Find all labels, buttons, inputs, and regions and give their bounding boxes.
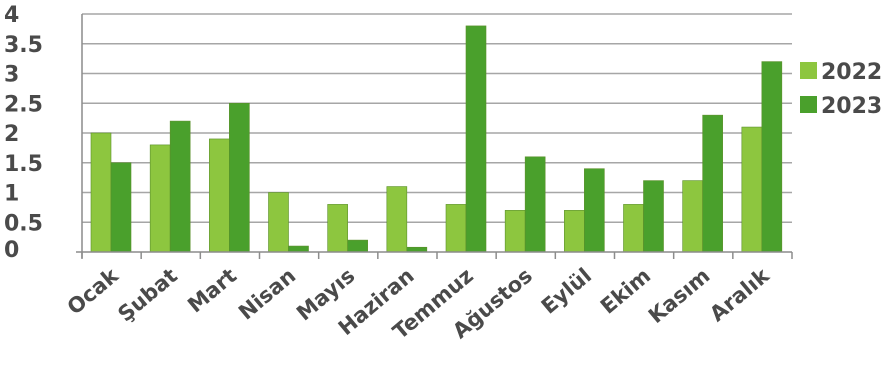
legend-label: 2022 [821,60,882,85]
bar-2022-2 [209,138,230,253]
bar-2022-0 [90,132,112,253]
bar-2023-2 [229,102,250,253]
x-tick-label: Ocak [63,263,124,320]
axes [76,14,793,259]
y-tick-label: 1.5 [4,152,43,177]
bar-2022-5 [386,186,408,253]
legend-swatch [800,96,817,113]
y-tick-label: 3.5 [4,33,43,58]
legend-swatch [800,62,817,79]
y-tick-label: 1 [4,182,19,207]
bar-2023-11 [761,61,783,253]
y-tick-label: 4 [4,3,19,28]
bar-2023-1 [169,120,191,253]
bar-2022-6 [445,204,467,253]
y-tick-label: 0 [4,238,19,263]
legend-label: 2023 [821,94,882,119]
bar-2023-4 [347,239,368,253]
bar-2022-3 [268,192,289,253]
x-tick-label: Nisan [234,263,300,324]
bar-2022-11 [741,126,763,253]
bar-2022-4 [327,204,348,253]
bar-2023-8 [584,168,605,253]
bar-2022-1 [149,144,171,253]
y-tick-label: 2.5 [4,92,43,117]
bar-2022-7 [504,210,526,253]
y-tick-label: 0.5 [4,211,43,236]
bar-2022-8 [564,210,585,253]
y-tick-label: 3 [4,63,19,88]
gridlines [82,13,792,223]
y-tick-label: 2 [4,122,19,147]
bar-2023-3 [288,245,309,253]
bar-2022-10 [682,180,703,253]
bar-2023-7 [524,156,546,253]
bar-2023-9 [643,180,664,253]
x-tick-label: Aralık [705,263,774,326]
bar-2023-0 [110,162,132,253]
bar-2022-9 [623,204,644,253]
y-tick-labels: 00.5 1 1.5 2 2.5 3 3.5 4 [4,3,43,263]
bar-2023-6 [465,25,487,253]
x-tick-label: Şubat [113,263,182,326]
x-tick-label: Mart [183,263,241,317]
bar-2023-10 [702,114,723,253]
x-tick-label: Kasım [644,263,715,328]
x-tick-label: Eylül [537,263,596,318]
bars [90,25,783,253]
legend: 2022 2023 [800,60,882,119]
